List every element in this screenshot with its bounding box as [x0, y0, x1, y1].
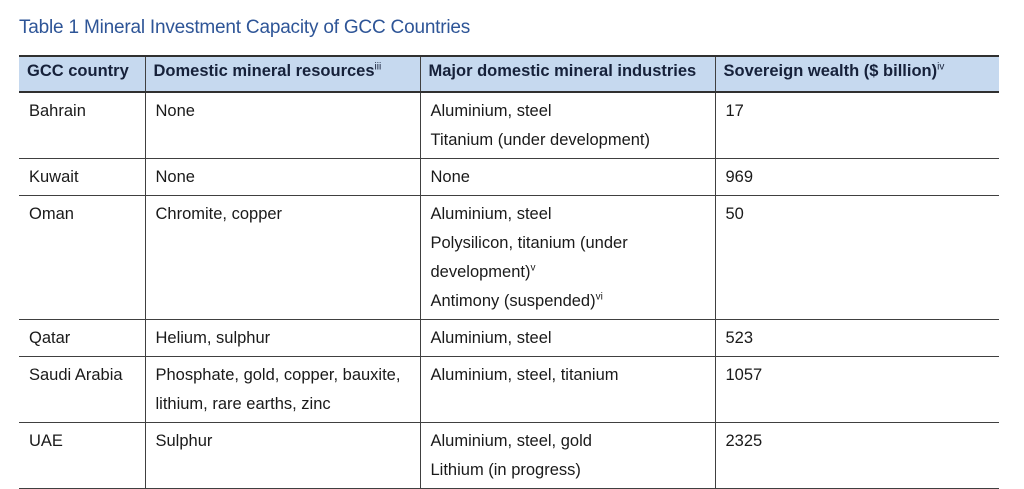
- cell-country: Bahrain: [19, 92, 145, 159]
- industry-line: Titanium (under development): [430, 131, 651, 149]
- industry-line: Antimony (suspended)vi: [430, 291, 603, 310]
- cell-resources: None: [144, 92, 420, 159]
- industry-line: Aluminium, steel: [430, 205, 552, 223]
- cell-industries: Aluminium, steel: [419, 319, 715, 357]
- cell-wealth: 523: [714, 319, 999, 357]
- header-major-domestic-mineral-industries: Major domestic mineral industries: [419, 55, 715, 93]
- cell-wealth: 2325: [714, 422, 999, 489]
- mineral-investment-table: GCC country Domestic mineral resourcesii…: [19, 55, 999, 489]
- industry-line: development)v: [430, 262, 536, 281]
- table-row: Qatar Helium, sulphur Aluminium, steel 5…: [19, 319, 999, 357]
- cell-wealth: 50: [714, 195, 999, 320]
- cell-wealth: 1057: [714, 356, 999, 423]
- cell-country: Oman: [19, 195, 145, 320]
- footnote-ref: v: [530, 262, 536, 274]
- industry-word: Polysilicon,: [430, 234, 514, 252]
- cell-country: UAE: [19, 422, 145, 489]
- header-domestic-mineral-resources: Domestic mineral resourcesiii: [144, 55, 420, 93]
- footnote-ref: vi: [595, 291, 603, 303]
- footnote-ref: iv: [937, 61, 945, 73]
- industry-line: Aluminium, steel: [430, 102, 552, 120]
- table-row: UAE Sulphur Aluminium, steel, gold Lithi…: [19, 422, 999, 489]
- industry-line: Aluminium, steel, gold: [430, 432, 592, 450]
- header-gcc-country: GCC country: [19, 55, 145, 93]
- cell-industries: None: [419, 158, 715, 196]
- header-sovereign-wealth: Sovereign wealth ($ billion)iv: [714, 55, 999, 93]
- cell-resources: None: [144, 158, 420, 196]
- table-row: Oman Chromite, copper Aluminium, steel P…: [19, 195, 999, 320]
- cell-wealth: 969: [714, 158, 999, 196]
- cell-industries: Aluminium, steel Polysilicon, titanium (…: [419, 195, 715, 320]
- cell-industries: Aluminium, steel Titanium (under develop…: [419, 92, 715, 159]
- table-row: Saudi Arabia Phosphate, gold, copper, ba…: [19, 356, 999, 423]
- cell-resources: Helium, sulphur: [144, 319, 420, 357]
- industry-line: Polysilicon, titanium (under: [431, 229, 705, 258]
- industry-line: Aluminium, steel, titanium: [430, 366, 619, 384]
- cell-wealth: 17: [714, 92, 999, 159]
- industry-line: Aluminium, steel: [430, 329, 552, 347]
- resource-line: lithium, rare earths, zinc: [155, 395, 331, 413]
- cell-industries: Aluminium, steel, titanium: [419, 356, 715, 423]
- cell-resources: Sulphur: [144, 422, 420, 489]
- industry-word: titanium: [517, 234, 576, 252]
- table-row: Bahrain None Aluminium, steel Titanium (…: [19, 92, 999, 159]
- table-header-row: GCC country Domestic mineral resourcesii…: [19, 55, 999, 93]
- industry-word: (under: [580, 234, 628, 252]
- industry-line: None: [430, 168, 470, 186]
- resource-line: Phosphate, gold, copper, bauxite,: [155, 366, 401, 384]
- cell-resources: Chromite, copper: [144, 195, 420, 320]
- table-row: Kuwait None None 969: [19, 158, 999, 196]
- footnote-ref: iii: [374, 61, 382, 73]
- cell-resources: Phosphate, gold, copper, bauxite, lithiu…: [144, 356, 420, 423]
- cell-country: Qatar: [19, 319, 145, 357]
- cell-industries: Aluminium, steel, gold Lithium (in progr…: [419, 422, 715, 489]
- industry-line: Lithium (in progress): [430, 461, 581, 479]
- table-caption: Table 1 Mineral Investment Capacity of G…: [19, 17, 471, 38]
- cell-country: Kuwait: [19, 158, 145, 196]
- cell-country: Saudi Arabia: [19, 356, 145, 423]
